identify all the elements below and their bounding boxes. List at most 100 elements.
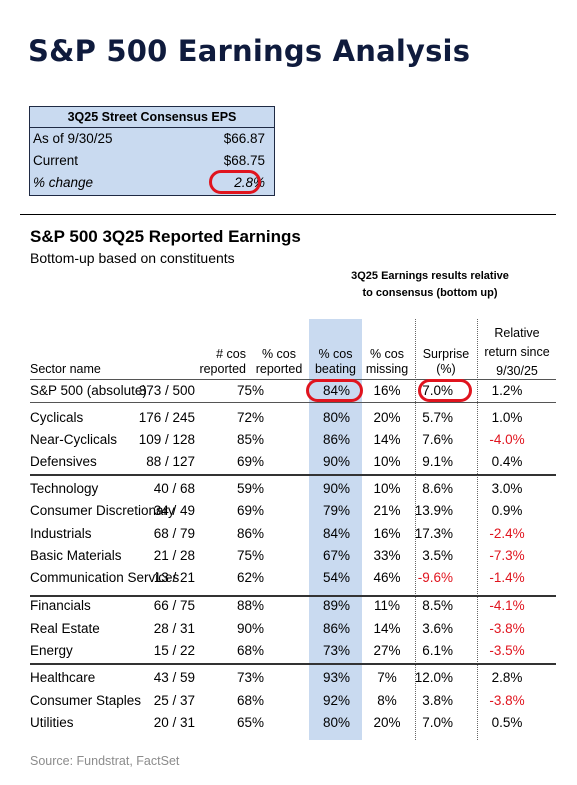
cell-reported: 15 / 22 xyxy=(153,643,195,658)
cell-relative: 3.0% xyxy=(491,481,523,496)
header-relative-return: Relative return since 9/30/25 xyxy=(477,324,557,381)
cell-name: Defensives xyxy=(30,454,97,469)
header-pct-reported: % cos reported xyxy=(251,347,307,377)
cell-name: Consumer Staples xyxy=(30,693,142,708)
cell-pct-reported: 62% xyxy=(236,570,264,585)
consensus-label: As of 9/30/25 xyxy=(33,131,113,146)
cell-missing: 11% xyxy=(373,598,401,613)
cell-surprise: 3.8% xyxy=(422,693,453,708)
cell-missing: 14% xyxy=(373,432,401,447)
cell-name: Technology xyxy=(30,481,99,496)
table-row: S&P 500 (absolute) 373 / 500 75% 84% 16% 7.0%… xyxy=(30,380,556,401)
table-row: Consumer Discretionary 34 / 49 69% 79% 21% 13… xyxy=(30,500,556,521)
cell-name: Real Estate xyxy=(30,621,100,636)
cell-missing: 20% xyxy=(373,715,401,730)
cell-beating: 73% xyxy=(322,643,351,658)
cell-surprise: 8.5% xyxy=(422,598,453,613)
cell-reported: 25 / 37 xyxy=(153,693,195,708)
header-line: return since xyxy=(484,345,550,359)
consensus-eps-box: 3Q25 Street Consensus EPS As of 9/30/25 … xyxy=(29,106,275,196)
table-row: Near-Cyclicals 109 / 128 85% 86% 14% 7.6% -4.0… xyxy=(30,429,556,450)
header-rule xyxy=(30,379,556,380)
cell-surprise: 9.1% xyxy=(422,454,453,469)
cell-pct-reported: 73% xyxy=(236,670,264,685)
cell-surprise: 8.6% xyxy=(422,481,453,496)
cell-beating: 93% xyxy=(322,670,351,685)
cell-missing: 20% xyxy=(373,410,401,425)
header-line: reported xyxy=(255,362,303,376)
cell-name: Utilities xyxy=(30,715,74,730)
cell-beating: 54% xyxy=(322,570,351,585)
header-sector: Sector name xyxy=(30,362,101,376)
cell-missing: 33% xyxy=(373,548,401,563)
cell-name: Near-Cyclicals xyxy=(30,432,118,447)
cell-missing: 16% xyxy=(373,526,401,541)
table-row: Consumer Staples 25 / 37 68% 92% 8% 3.8% -3.8% xyxy=(30,690,556,711)
cell-pct-reported: 69% xyxy=(236,454,264,469)
cell-reported: 68 / 79 xyxy=(153,526,195,541)
cell-pct-reported: 72% xyxy=(236,410,264,425)
cell-relative: -2.4% xyxy=(489,526,525,541)
cell-reported: 40 / 68 xyxy=(153,481,195,496)
cell-missing: 27% xyxy=(373,643,401,658)
cell-surprise: -9.6% xyxy=(417,570,453,585)
table-row: Defensives 88 / 127 69% 90% 10% 9.1% 0.4% xyxy=(30,451,556,472)
cell-beating: 84% xyxy=(322,383,351,398)
cell-beating: 80% xyxy=(322,410,351,425)
cell-pct-reported: 65% xyxy=(236,715,264,730)
cell-relative: 2.8% xyxy=(491,670,523,685)
cell-name: Healthcare xyxy=(30,670,96,685)
cell-relative: -4.0% xyxy=(489,432,525,447)
cell-missing: 16% xyxy=(373,383,401,398)
header-reported: # cos reported xyxy=(199,347,246,377)
group-header-line: 3Q25 Earnings results relative xyxy=(351,270,509,282)
cell-pct-reported: 68% xyxy=(236,643,264,658)
header-line: 9/30/25 xyxy=(496,364,538,378)
cell-pct-reported: 85% xyxy=(236,432,264,447)
header-beating: % cos beating xyxy=(309,347,362,377)
cell-name: Cyclicals xyxy=(30,410,84,425)
cell-relative: -1.4% xyxy=(489,570,525,585)
cell-reported: 34 / 49 xyxy=(153,503,195,518)
consensus-value: $68.75 xyxy=(223,153,265,168)
cell-reported: 20 / 31 xyxy=(153,715,195,730)
cell-beating: 86% xyxy=(322,621,351,636)
table-row: Utilities 20 / 31 65% 80% 20% 7.0% 0.5% xyxy=(30,712,556,733)
consensus-title: 3Q25 Street Consensus EPS xyxy=(30,107,274,128)
header-line: Surprise xyxy=(422,347,470,361)
cell-beating: 80% xyxy=(322,715,351,730)
cell-reported: 88 / 127 xyxy=(146,454,195,469)
section-subtitle: Bottom-up based on constituents xyxy=(30,250,235,266)
table-row: Energy 15 / 22 68% 73% 27% 6.1% -3.5% xyxy=(30,640,556,661)
cell-surprise: 6.1% xyxy=(422,643,453,658)
cell-beating: 67% xyxy=(322,548,351,563)
header-line: beating xyxy=(314,362,356,376)
consensus-label: % change xyxy=(33,175,94,190)
cell-surprise: 12.0% xyxy=(414,670,453,685)
header-missing: % cos missing xyxy=(362,347,412,377)
header-line: % cos xyxy=(318,347,353,361)
consensus-value: $66.87 xyxy=(223,131,265,146)
cell-missing: 8% xyxy=(377,693,397,708)
cell-relative: 0.9% xyxy=(491,503,523,518)
table-row: Financials 66 / 75 88% 89% 11% 8.5% -4.1% xyxy=(30,595,556,616)
cell-relative: -7.3% xyxy=(489,548,525,563)
cell-name: Industrials xyxy=(30,526,92,541)
cell-beating: 79% xyxy=(322,503,351,518)
cell-pct-reported: 88% xyxy=(236,598,264,613)
cell-pct-reported: 75% xyxy=(236,548,264,563)
table-row: Basic Materials 21 / 28 75% 67% 33% 3.5% -7.3% xyxy=(30,545,556,566)
header-line: reported xyxy=(199,362,246,376)
cell-name: Energy xyxy=(30,643,73,658)
cell-missing: 10% xyxy=(373,481,401,496)
group-header-line: to consensus (bottom up) xyxy=(362,287,498,299)
page-title: S&P 500 Earnings Analysis xyxy=(28,34,471,68)
cell-missing: 46% xyxy=(373,570,401,585)
cell-surprise: 13.9% xyxy=(414,503,453,518)
header-line: # cos xyxy=(216,347,246,361)
section-title: S&P 500 3Q25 Reported Earnings xyxy=(30,227,301,246)
header-line: (%) xyxy=(436,362,456,376)
header-line: missing xyxy=(365,362,409,376)
group-header: 3Q25 Earnings results relative to consen… xyxy=(320,268,540,302)
cell-surprise: 3.6% xyxy=(422,621,453,636)
